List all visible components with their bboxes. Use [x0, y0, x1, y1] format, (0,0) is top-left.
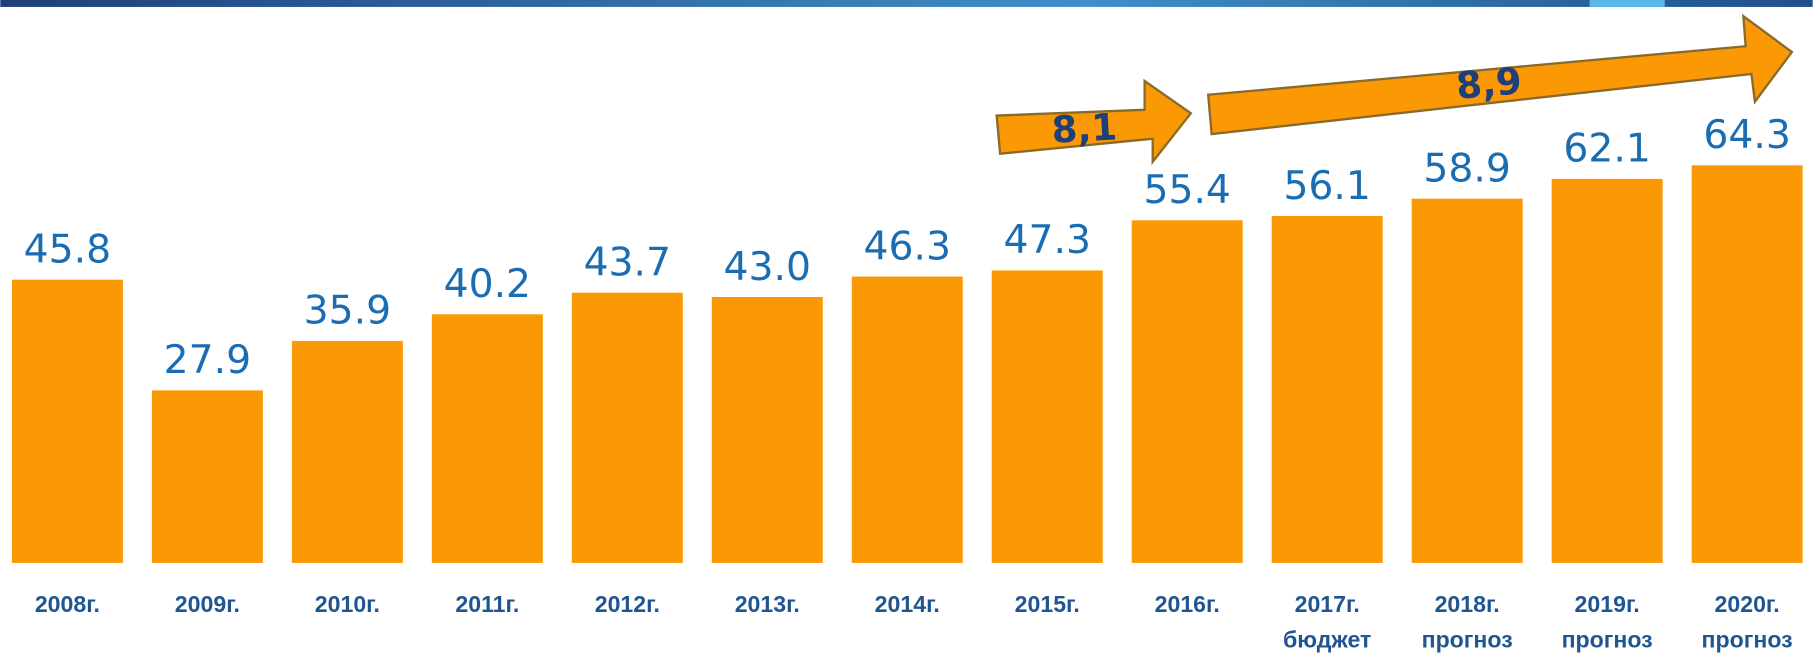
bar	[1691, 165, 1803, 563]
x-tick-label: 2016г.	[1155, 591, 1220, 617]
x-tick-label: 2017г.	[1295, 591, 1360, 617]
x-tick-label: 2015г.	[1015, 591, 1080, 617]
value-label: 56.1	[1283, 164, 1370, 209]
value-label: 64.3	[1703, 113, 1790, 158]
value-label: 43.0	[724, 245, 811, 290]
bar	[1131, 220, 1243, 563]
value-label: 40.2	[444, 262, 531, 307]
x-tick-label: 2009г.	[175, 591, 240, 617]
top-stripe-accent	[1589, 0, 1665, 7]
x-tick-label: 2018г.	[1435, 591, 1500, 617]
bar	[711, 297, 823, 563]
annotation: 8,9	[1454, 59, 1523, 108]
value-label: 43.7	[584, 240, 671, 285]
value-label: 45.8	[24, 227, 111, 272]
x-tick-label: 2019г.	[1575, 591, 1640, 617]
x-tick-sublabel: прогноз	[1422, 627, 1513, 653]
arrow	[1206, 13, 1794, 136]
value-label: 55.4	[1143, 168, 1230, 213]
value-label: 46.3	[864, 224, 951, 269]
bar	[151, 390, 263, 563]
bar	[1551, 178, 1663, 563]
x-tick-label: 2010г.	[315, 591, 380, 617]
bar	[1411, 198, 1523, 563]
x-tick-label: 2020г.	[1715, 591, 1780, 617]
annotation: 8,1	[1051, 105, 1119, 151]
x-tick-label: 2008г.	[35, 591, 100, 617]
top-stripe	[0, 0, 1813, 7]
bar	[571, 292, 683, 563]
value-label: 47.3	[1003, 218, 1090, 263]
x-tick-sublabel: прогноз	[1702, 627, 1793, 653]
value-label: 58.9	[1423, 146, 1510, 191]
x-tick-label: 2012г.	[595, 591, 660, 617]
x-tick-sublabel: прогноз	[1562, 627, 1653, 653]
x-tick-sublabel: бюджет	[1283, 627, 1371, 653]
bar	[1271, 215, 1383, 563]
bar	[291, 340, 403, 563]
value-label: 35.9	[304, 289, 391, 334]
value-label: 27.9	[164, 338, 251, 383]
x-tick-label: 2014г.	[875, 591, 940, 617]
bar	[431, 314, 543, 563]
x-tick-label: 2011г.	[455, 591, 519, 617]
bar	[991, 270, 1103, 563]
bar	[11, 279, 123, 563]
bar	[851, 276, 963, 563]
arrow	[995, 78, 1193, 166]
value-label: 62.1	[1563, 127, 1650, 172]
x-tick-label: 2013г.	[735, 591, 800, 617]
